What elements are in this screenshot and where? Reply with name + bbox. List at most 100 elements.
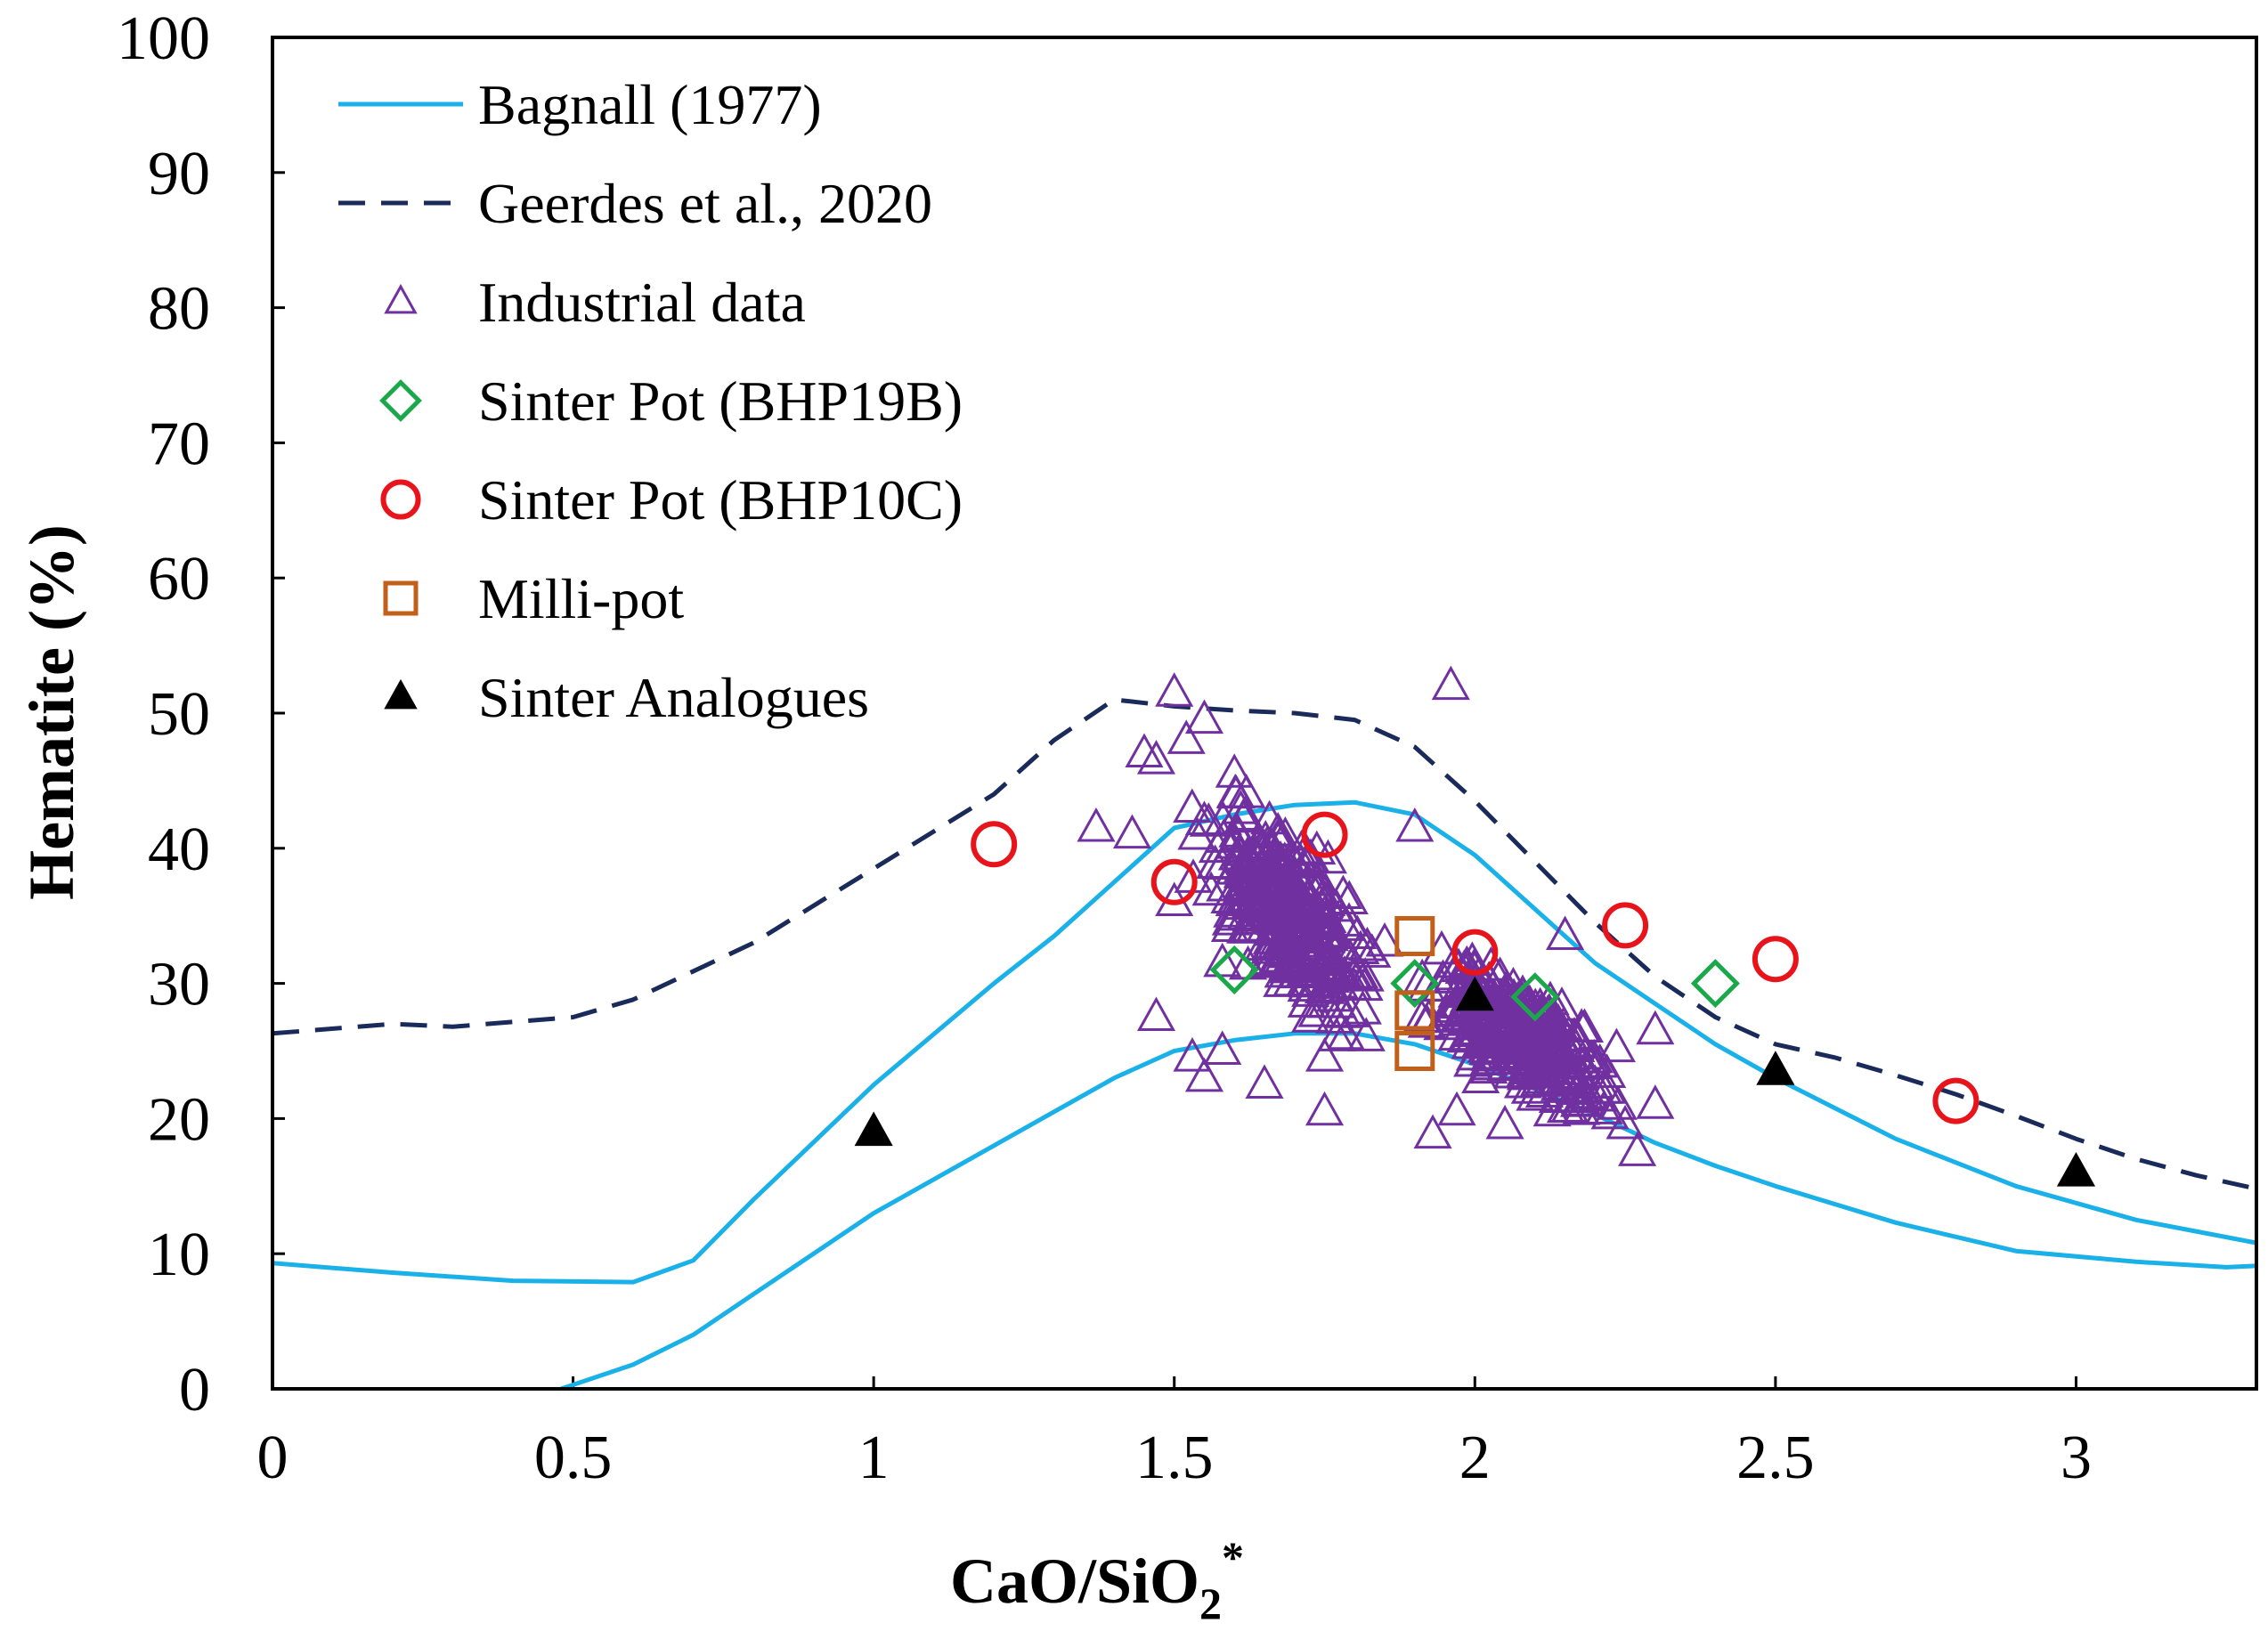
x-tick-label: 3 <box>2061 1424 2092 1492</box>
bhp10c-point <box>1451 929 1499 976</box>
industrial-cluster-point <box>1306 970 1345 1004</box>
industrial-cluster-point <box>1286 927 1325 962</box>
industrial-cluster-point <box>1588 1069 1627 1104</box>
y-tick-label: 50 <box>148 680 210 749</box>
industrial-point <box>1437 1091 1476 1126</box>
industrial-point <box>1112 814 1152 849</box>
x-axis-title: CaO/SiO2* <box>950 1532 1244 1628</box>
industrial-point <box>1136 740 1176 775</box>
industrial-point <box>1245 1064 1284 1099</box>
x-tick-label: 2 <box>1459 1424 1491 1492</box>
industrial-cluster-point <box>1476 1024 1516 1059</box>
industrial-cluster-point <box>1234 862 1273 897</box>
industrial-point <box>1636 1084 1675 1119</box>
industrial-cluster-point <box>1316 946 1355 982</box>
industrial-cluster-point <box>1250 799 1289 835</box>
industrial-cluster-point <box>1265 816 1305 851</box>
industrial-cluster-point <box>1223 885 1262 921</box>
industrial-point <box>1413 1114 1452 1149</box>
x-tick-label: 1.5 <box>1135 1424 1214 1492</box>
legend-label-bhp19b: Sinter Pot (BHP19B) <box>478 369 963 433</box>
bagnall-line-1 <box>560 1031 2256 1389</box>
industrial-point <box>1431 665 1470 701</box>
industrial-point <box>1184 800 1224 835</box>
bhp19b-point <box>1510 972 1560 1022</box>
industrial-cluster-point <box>1315 999 1354 1034</box>
industrial-point <box>1605 1104 1645 1140</box>
legend-item-bagnall: Bagnall (1977) <box>338 73 822 136</box>
plot-area-frame <box>271 36 2258 1391</box>
legend-swatch-millipot <box>383 580 419 616</box>
analogues-point <box>1455 976 1494 1011</box>
industrial-point <box>1203 942 1242 978</box>
legend-label-industrial: Industrial data <box>478 271 806 334</box>
industrial-point <box>1305 1037 1345 1072</box>
industrial-cluster-point <box>1334 966 1373 1001</box>
industrial-point <box>1215 881 1254 917</box>
legend-swatch-bhp10c <box>380 479 421 520</box>
industrial-point <box>1575 1064 1614 1099</box>
y-tick-label: 0 <box>179 1356 210 1424</box>
analogues-point <box>2056 1152 2096 1187</box>
x-tick-labels: 0 0.5 1 1.5 2 2.5 3 <box>257 1424 2092 1492</box>
industrial-cluster-point <box>1492 1007 1531 1042</box>
y-tick-label: 10 <box>148 1221 210 1289</box>
industrial-cluster-point <box>1268 948 1307 984</box>
industrial-point <box>1395 807 1435 842</box>
industrial-point <box>1287 983 1326 1018</box>
industrial-point <box>1215 753 1254 788</box>
legend-item-analogues: Sinter Analogues <box>384 666 869 729</box>
legend: Bagnall (1977) Geerdes et al., 2020 Indust… <box>338 73 963 729</box>
industrial-point <box>1077 807 1116 842</box>
industrial-cluster-point <box>1173 788 1212 824</box>
x-tick-label: 2.5 <box>1736 1424 1815 1492</box>
legend-item-industrial: Industrial data <box>384 271 806 334</box>
y-tick-label: 30 <box>148 951 210 1019</box>
industrial-cluster-point <box>1549 1030 1588 1066</box>
industrial-cluster-point <box>1343 990 1382 1025</box>
y-tick-label: 100 <box>117 4 210 73</box>
y-tick-label: 20 <box>148 1085 210 1154</box>
legend-item-bhp10c: Sinter Pot (BHP10C) <box>380 468 963 531</box>
industrial-cluster-point <box>1513 1000 1553 1035</box>
industrial-cluster-point <box>1565 1008 1605 1043</box>
industrial-point <box>1305 1091 1345 1126</box>
industrial-cluster-point <box>1347 926 1387 962</box>
industrial-point <box>1636 1010 1675 1045</box>
legend-label-analogues: Sinter Analogues <box>478 666 869 729</box>
industrial-cluster-point <box>1330 937 1370 973</box>
industrial-cluster-point <box>1457 1010 1496 1045</box>
industrial-cluster-point <box>1337 914 1377 949</box>
bhp10c-point <box>1150 858 1198 905</box>
y-axis-title: Hematite (%) <box>16 524 87 900</box>
series-bhp10c <box>971 811 1979 1124</box>
industrial-cluster-point <box>1256 852 1296 888</box>
industrial-point <box>1618 1132 1657 1166</box>
series-millipot <box>1394 915 1435 1071</box>
series-analogues <box>854 976 2096 1187</box>
industrial-cluster-point <box>1523 1042 1562 1077</box>
industrial-cluster-point <box>1557 1070 1596 1105</box>
analogues-point <box>1756 1051 1795 1085</box>
bhp10c-point <box>1602 902 1649 949</box>
y-tick-label: 70 <box>148 410 210 478</box>
industrial-point <box>1203 1030 1242 1065</box>
bhp19b-point <box>1690 959 1740 1009</box>
industrial-cluster-point <box>1560 1067 1599 1103</box>
industrial-cluster-point <box>1330 993 1370 1027</box>
millipot-point <box>1394 1031 1435 1071</box>
bhp19b-point <box>1209 945 1259 994</box>
industrial-cluster-point <box>1446 1018 1485 1053</box>
industrial-point <box>1407 1003 1446 1038</box>
industrial-point <box>1136 996 1176 1032</box>
industrial-point <box>1365 921 1404 957</box>
industrial-cluster-point <box>1307 918 1346 953</box>
x-tick-label: 1 <box>858 1424 890 1492</box>
industrial-cluster-point <box>1240 824 1279 860</box>
industrial-cluster-point <box>1521 1052 1560 1087</box>
industrial-cluster-point <box>1264 879 1305 913</box>
industrial-cluster-point <box>1465 1002 1504 1038</box>
industrial-cluster-point <box>1215 824 1254 859</box>
industrial-cluster-point <box>1271 897 1311 931</box>
industrial-cluster-point <box>1225 796 1264 831</box>
